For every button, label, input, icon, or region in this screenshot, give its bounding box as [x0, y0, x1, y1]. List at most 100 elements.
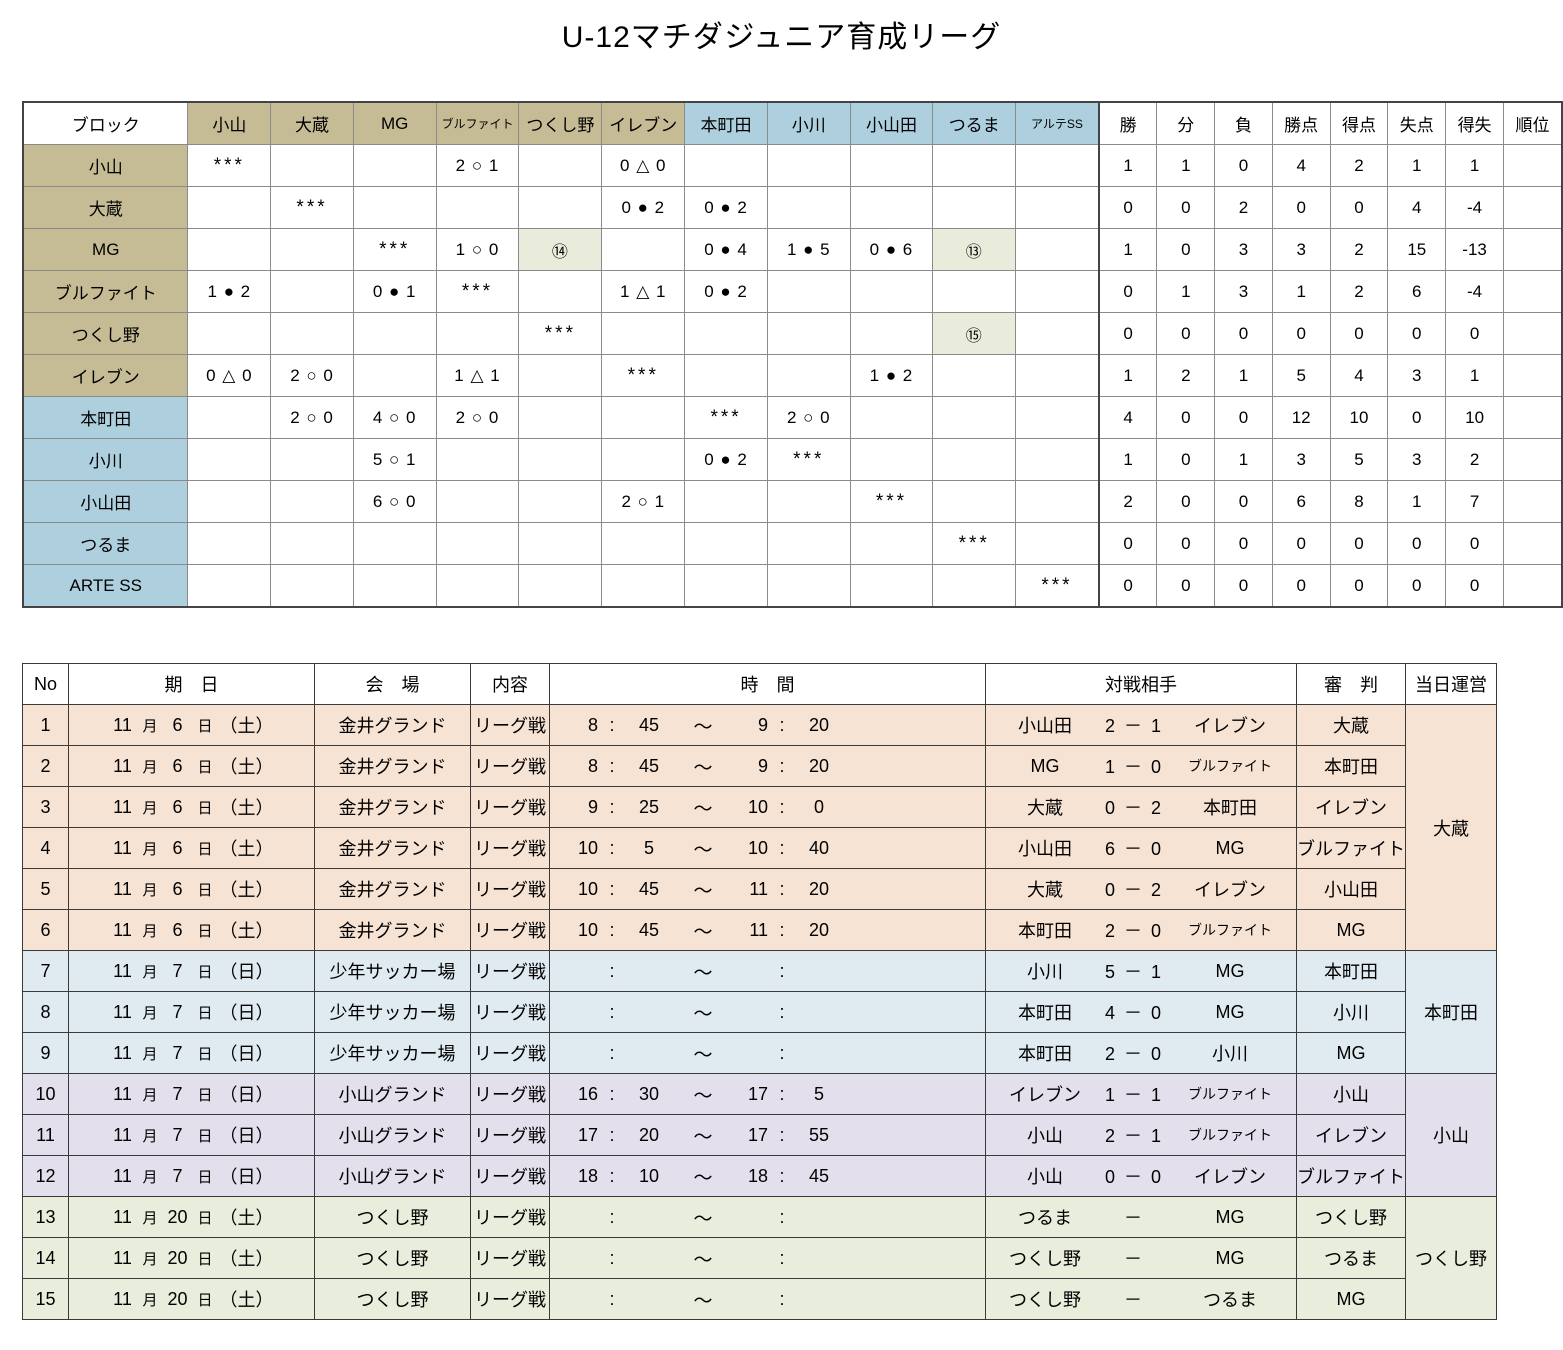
standings-result-cell — [766, 144, 851, 187]
schedule-match-cell: つくし野 － つるま — [985, 1278, 1297, 1320]
schedule-admin-cell: 大蔵 — [1405, 704, 1497, 951]
standings-stat-cell: 2 — [1329, 228, 1389, 271]
standings-result-cell: *** — [766, 438, 851, 481]
standings-result-cell — [187, 396, 272, 439]
schedule-date-cell: 11 月 7 日 （日） — [68, 1155, 315, 1197]
schedule-venue: つくし野 — [314, 1237, 471, 1279]
time-start-colon: : — [609, 919, 615, 940]
date-month-label: 月 — [142, 1004, 158, 1022]
standings-result-cell: 2 ○ 0 — [270, 354, 354, 397]
match-team-away: MG — [1215, 1206, 1245, 1227]
standings-stat-header-得点: 得点 — [1329, 101, 1389, 145]
standings-result-cell — [849, 438, 934, 481]
match-team-home: 小山 — [1027, 1167, 1063, 1187]
standings-col-header-10: つるま — [932, 101, 1017, 145]
standings-col-header-3: MG — [352, 101, 437, 145]
standings-stat-cell: 7 — [1445, 480, 1504, 523]
time-tilde: 〜 — [693, 1085, 713, 1107]
schedule-referee: 本町田 — [1296, 950, 1406, 992]
date-month-label: 月 — [142, 1291, 158, 1309]
match-team-home: 小山田 — [1018, 839, 1072, 859]
standings-result-cell — [932, 270, 1017, 313]
standings-stat-cell: 0 — [1097, 312, 1158, 355]
standings-result-cell — [601, 312, 686, 355]
standings-stat-cell: 0 — [1445, 522, 1504, 565]
standings-result-cell — [187, 186, 272, 229]
standings-stat-cell: 0 — [1387, 522, 1447, 565]
schedule-row-number: 13 — [22, 1196, 69, 1238]
standings-stat-cell: 0 — [1214, 396, 1273, 439]
time-end-minute: 20 — [808, 878, 830, 899]
standings-stat-cell: -4 — [1445, 270, 1504, 313]
standings-corner-label: ブロック — [22, 101, 189, 145]
date-month: 11 — [113, 1165, 132, 1186]
standings-result-cell: 0 ● 6 — [849, 228, 934, 271]
time-end-colon: : — [779, 960, 785, 981]
standings-result-cell: 0 △ 0 — [601, 144, 686, 187]
standings-result-cell: 6 ○ 0 — [352, 480, 437, 523]
standings-result-cell — [766, 312, 851, 355]
standings-stat-cell — [1502, 396, 1563, 439]
standings-stat-cell: 0 — [1214, 564, 1273, 608]
schedule-time-cell: 18: 10 〜 18: 45 — [549, 1155, 986, 1197]
standings-team-name: MG — [22, 228, 189, 271]
standings-stat-cell: 1 — [1156, 270, 1216, 313]
standings-result-cell — [518, 186, 603, 229]
time-end-hour: 9 — [757, 755, 768, 776]
standings-result-cell — [352, 144, 437, 187]
time-end-minute: 55 — [808, 1124, 830, 1145]
standings-stat-cell: 0 — [1156, 186, 1216, 229]
schedule-referee: ブルファイト — [1296, 1155, 1406, 1197]
standings-result-cell: 1 ○ 0 — [435, 228, 520, 271]
standings-result-cell — [187, 228, 272, 271]
time-tilde: 〜 — [693, 798, 713, 820]
standings-col-header-7: 本町田 — [684, 101, 768, 145]
time-start-colon: : — [609, 1083, 615, 1104]
standings-stat-cell: 3 — [1387, 438, 1447, 481]
standings-result-cell — [849, 270, 934, 313]
match-team-away: ブルファイト — [1188, 922, 1272, 938]
standings-result-cell: 1 △ 1 — [435, 354, 520, 397]
standings-row: ARTE SS *** 0 0 0 0 0 0 0 — [22, 564, 1563, 608]
match-team-home: 小山田 — [1018, 716, 1072, 736]
standings-result-cell — [435, 438, 520, 481]
standings-result-cell — [435, 522, 520, 565]
date-day: 6 — [172, 796, 183, 817]
standings-result-cell — [684, 312, 768, 355]
match-team-away: イレブン — [1194, 1167, 1266, 1187]
standings-result-cell — [435, 564, 520, 608]
match-team-home: 本町田 — [1018, 1003, 1072, 1023]
standings-stat-cell: 3 — [1214, 228, 1273, 271]
schedule-type: リーグ戦 — [470, 1073, 550, 1115]
standings-result-cell: 2 ○ 0 — [766, 396, 851, 439]
standings-result-cell — [352, 564, 437, 608]
date-month-label: 月 — [142, 1045, 158, 1063]
standings-stat-header-順位: 順位 — [1502, 101, 1563, 145]
date-day: 6 — [172, 837, 183, 858]
standings-result-cell: ⑭ — [518, 228, 603, 271]
standings-stat-cell: 0 — [1214, 312, 1273, 355]
schedule-row: 15 11 月 20 日（土） つくし野 リーグ戦: 〜: つくし野－つるま MG — [22, 1278, 1497, 1320]
date-day-label: 日 — [197, 840, 213, 858]
standings-result-cell — [270, 480, 354, 523]
standings-result-cell: *** — [352, 228, 437, 271]
schedule-type: リーグ戦 — [470, 1278, 550, 1320]
time-end-minute: 5 — [813, 1083, 824, 1104]
schedule-referee: つくし野 — [1296, 1196, 1406, 1238]
standings-result-cell: *** — [435, 270, 520, 313]
schedule-venue: 金井グランド — [314, 827, 471, 869]
standings-col-header-8: 小川 — [766, 101, 851, 145]
standings-stat-cell: 3 — [1387, 354, 1447, 397]
standings-result-cell — [518, 564, 603, 608]
schedule-match-cell: 小山田 2 － 1 イレブン — [985, 704, 1297, 746]
standings-result-cell — [932, 354, 1017, 397]
standings-result-cell — [352, 522, 437, 565]
standings-stat-cell — [1502, 438, 1563, 481]
standings-stat-cell: 6 — [1387, 270, 1447, 313]
standings-result-cell — [766, 270, 851, 313]
match-score: － — [1124, 1208, 1144, 1228]
